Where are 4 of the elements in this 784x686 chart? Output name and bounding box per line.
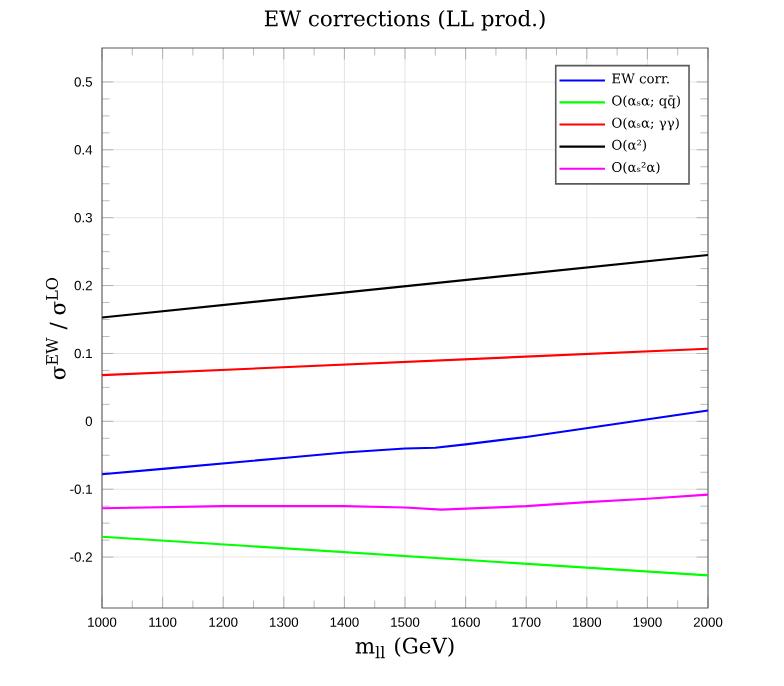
x-axis-title: m$_{ll}$ (GeV)	[355, 637, 454, 659]
chart-title: EW corrections (LL prod.)	[264, 9, 545, 31]
line-series	[102, 493, 709, 511]
y-axis-title: σ$^{EW}$ / σ$^{LO}$	[45, 277, 68, 380]
